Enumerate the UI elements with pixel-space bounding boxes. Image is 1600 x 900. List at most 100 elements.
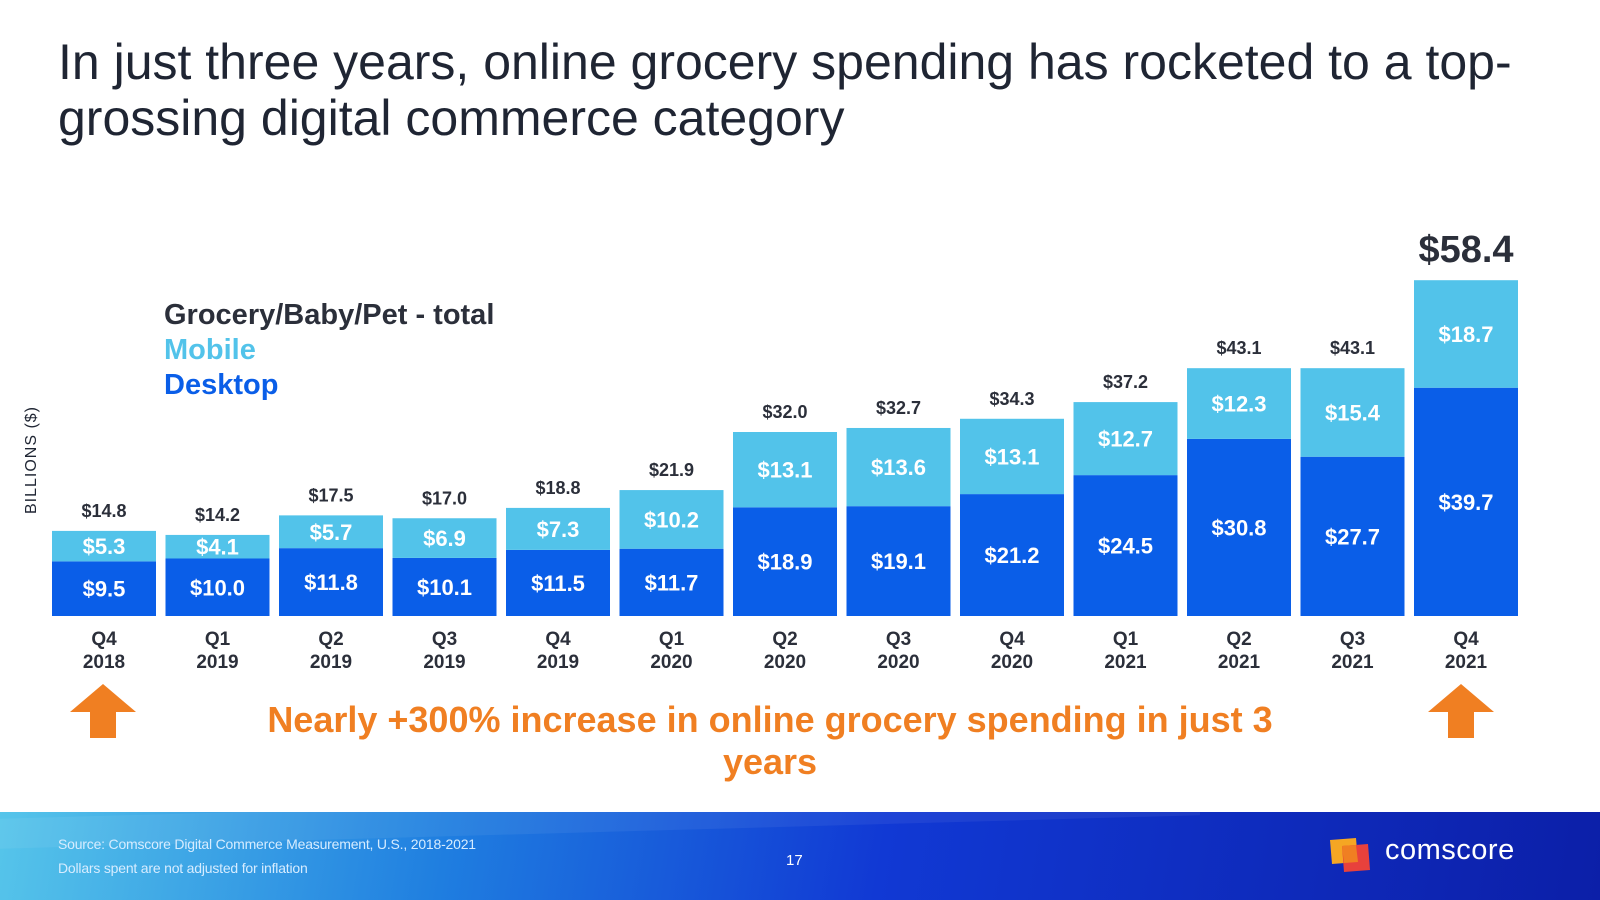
bar-desktop <box>279 548 383 616</box>
bar-desktop <box>733 507 837 616</box>
footer-band: Source: Comscore Digital Commerce Measur… <box>0 812 1600 900</box>
x-tick-year: 2021 <box>1218 652 1261 673</box>
data-label-total: $17.5 <box>308 485 353 505</box>
callout-text: Nearly +300% increase in online grocery … <box>267 699 1273 782</box>
data-label-desktop: $19.1 <box>871 549 926 574</box>
bar-mobile <box>279 515 383 549</box>
x-tick-quarter: Q4 <box>1453 629 1479 650</box>
x-tick-quarter: Q4 <box>91 629 117 650</box>
bar-desktop <box>619 548 724 616</box>
legend-desktop: Desktop <box>164 369 279 401</box>
x-tick-quarter: Q3 <box>886 629 911 650</box>
data-label-desktop: $24.5 <box>1098 534 1153 559</box>
bar-mobile <box>392 518 497 558</box>
x-tick-quarter: Q2 <box>772 629 797 650</box>
x-tick-year: 2019 <box>310 652 352 673</box>
x-tick-quarter: Q4 <box>999 629 1025 650</box>
data-label-total: $34.3 <box>989 389 1034 409</box>
data-label-desktop: $10.1 <box>417 575 472 600</box>
data-label-mobile: $13.1 <box>757 458 812 483</box>
bar-desktop <box>52 561 156 616</box>
x-tick-year: 2021 <box>1104 652 1147 673</box>
data-label-total: $17.0 <box>422 488 467 508</box>
data-label-total: $58.4 <box>1418 229 1513 271</box>
comscore-logo-icon <box>1330 838 1370 872</box>
x-tick-quarter: Q3 <box>1340 629 1365 650</box>
data-label-mobile: $12.3 <box>1211 392 1266 417</box>
data-label-desktop: $11.8 <box>304 570 358 595</box>
bar-mobile <box>619 490 724 549</box>
data-label-total: $43.1 <box>1216 338 1261 358</box>
data-label-total: $18.8 <box>535 478 580 498</box>
data-label-total: $21.9 <box>649 460 694 480</box>
bar-desktop <box>1414 387 1518 616</box>
bar-mobile <box>1414 280 1518 388</box>
bar-mobile <box>165 534 270 559</box>
data-label-total: $32.0 <box>762 402 807 422</box>
data-label-total: $43.1 <box>1330 338 1375 358</box>
bar-mobile <box>506 507 610 550</box>
bar-desktop <box>960 494 1064 616</box>
bar-desktop <box>846 506 951 616</box>
bar-desktop <box>506 549 610 616</box>
x-tick-year: 2019 <box>537 652 579 673</box>
legend-total: Grocery/Baby/Pet - total <box>164 299 495 331</box>
data-label-desktop: $11.7 <box>645 570 699 595</box>
bar-mobile <box>846 427 951 507</box>
bar-desktop <box>1187 438 1291 616</box>
x-tick-year: 2018 <box>83 652 125 673</box>
page-number: 17 <box>786 852 803 869</box>
data-label-mobile: $10.2 <box>644 507 699 532</box>
data-label-desktop: $39.7 <box>1438 490 1493 515</box>
source-note: Source: Comscore Digital Commerce Measur… <box>58 836 476 852</box>
x-tick-year: 2019 <box>423 652 465 673</box>
up-arrow-icon-left <box>70 684 136 738</box>
up-arrow-shape <box>70 684 136 738</box>
data-label-mobile: $4.1 <box>196 535 239 560</box>
data-label-total: $32.7 <box>876 398 921 418</box>
data-label-total: $14.8 <box>81 501 126 521</box>
data-label-desktop: $9.5 <box>83 577 126 602</box>
data-label-mobile: $12.7 <box>1098 427 1153 452</box>
up-arrow-icon-right <box>1428 684 1494 738</box>
bar-desktop <box>392 557 497 616</box>
data-label-desktop: $11.5 <box>531 571 585 596</box>
bar-desktop <box>165 558 270 616</box>
data-label-mobile: $5.7 <box>310 520 353 545</box>
x-tick-quarter: Q2 <box>318 629 343 650</box>
data-label-mobile: $5.3 <box>83 534 126 559</box>
x-tick-quarter: Q1 <box>205 629 231 650</box>
data-label-mobile: $15.4 <box>1325 400 1381 425</box>
data-label-desktop: $27.7 <box>1325 524 1380 549</box>
bar-mobile <box>960 418 1064 495</box>
brand-name: comscore <box>1385 834 1515 866</box>
data-label-total: $37.2 <box>1103 372 1148 392</box>
x-tick-quarter: Q4 <box>545 629 571 650</box>
data-label-mobile: $7.3 <box>537 517 580 542</box>
x-tick-year: 2019 <box>196 652 238 673</box>
x-tick-year: 2020 <box>650 652 692 673</box>
bar-desktop <box>1073 475 1178 616</box>
data-label-desktop: $18.9 <box>757 550 812 575</box>
data-label-mobile: $6.9 <box>423 526 466 551</box>
data-label-mobile: $18.7 <box>1438 322 1493 347</box>
x-tick-year: 2021 <box>1445 652 1488 673</box>
bar-mobile <box>733 432 837 508</box>
x-tick-year: 2021 <box>1331 652 1374 673</box>
x-tick-year: 2020 <box>991 652 1033 673</box>
up-arrow-shape <box>1428 684 1494 738</box>
data-label-mobile: $13.6 <box>871 455 926 480</box>
x-tick-quarter: Q2 <box>1226 629 1251 650</box>
bar-mobile <box>52 530 156 562</box>
legend-mobile: Mobile <box>164 334 256 366</box>
data-label-desktop: $21.2 <box>984 543 1039 568</box>
bar-mobile <box>1187 368 1291 439</box>
bar-desktop <box>1300 456 1405 616</box>
inflation-note: Dollars spent are not adjusted for infla… <box>58 860 308 876</box>
x-tick-year: 2020 <box>877 652 919 673</box>
bar-mobile <box>1073 402 1178 476</box>
slide-title: In just three years, online grocery spen… <box>58 34 1512 146</box>
x-tick-quarter: Q3 <box>432 629 457 650</box>
x-tick-quarter: Q1 <box>659 629 685 650</box>
